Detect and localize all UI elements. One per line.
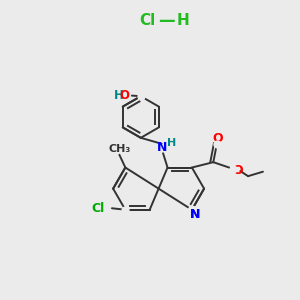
Text: H: H — [114, 89, 124, 102]
Text: Cl: Cl — [139, 13, 155, 28]
Text: O: O — [212, 132, 223, 145]
Text: CH₃: CH₃ — [108, 144, 130, 154]
Text: H: H — [167, 138, 177, 148]
Text: O: O — [232, 164, 243, 177]
Text: N: N — [190, 208, 201, 221]
Text: N: N — [156, 141, 167, 154]
Text: —: — — [158, 12, 175, 30]
Text: H: H — [176, 13, 189, 28]
Text: Cl: Cl — [91, 202, 104, 215]
Text: N: N — [190, 208, 201, 221]
Text: O: O — [119, 89, 130, 102]
